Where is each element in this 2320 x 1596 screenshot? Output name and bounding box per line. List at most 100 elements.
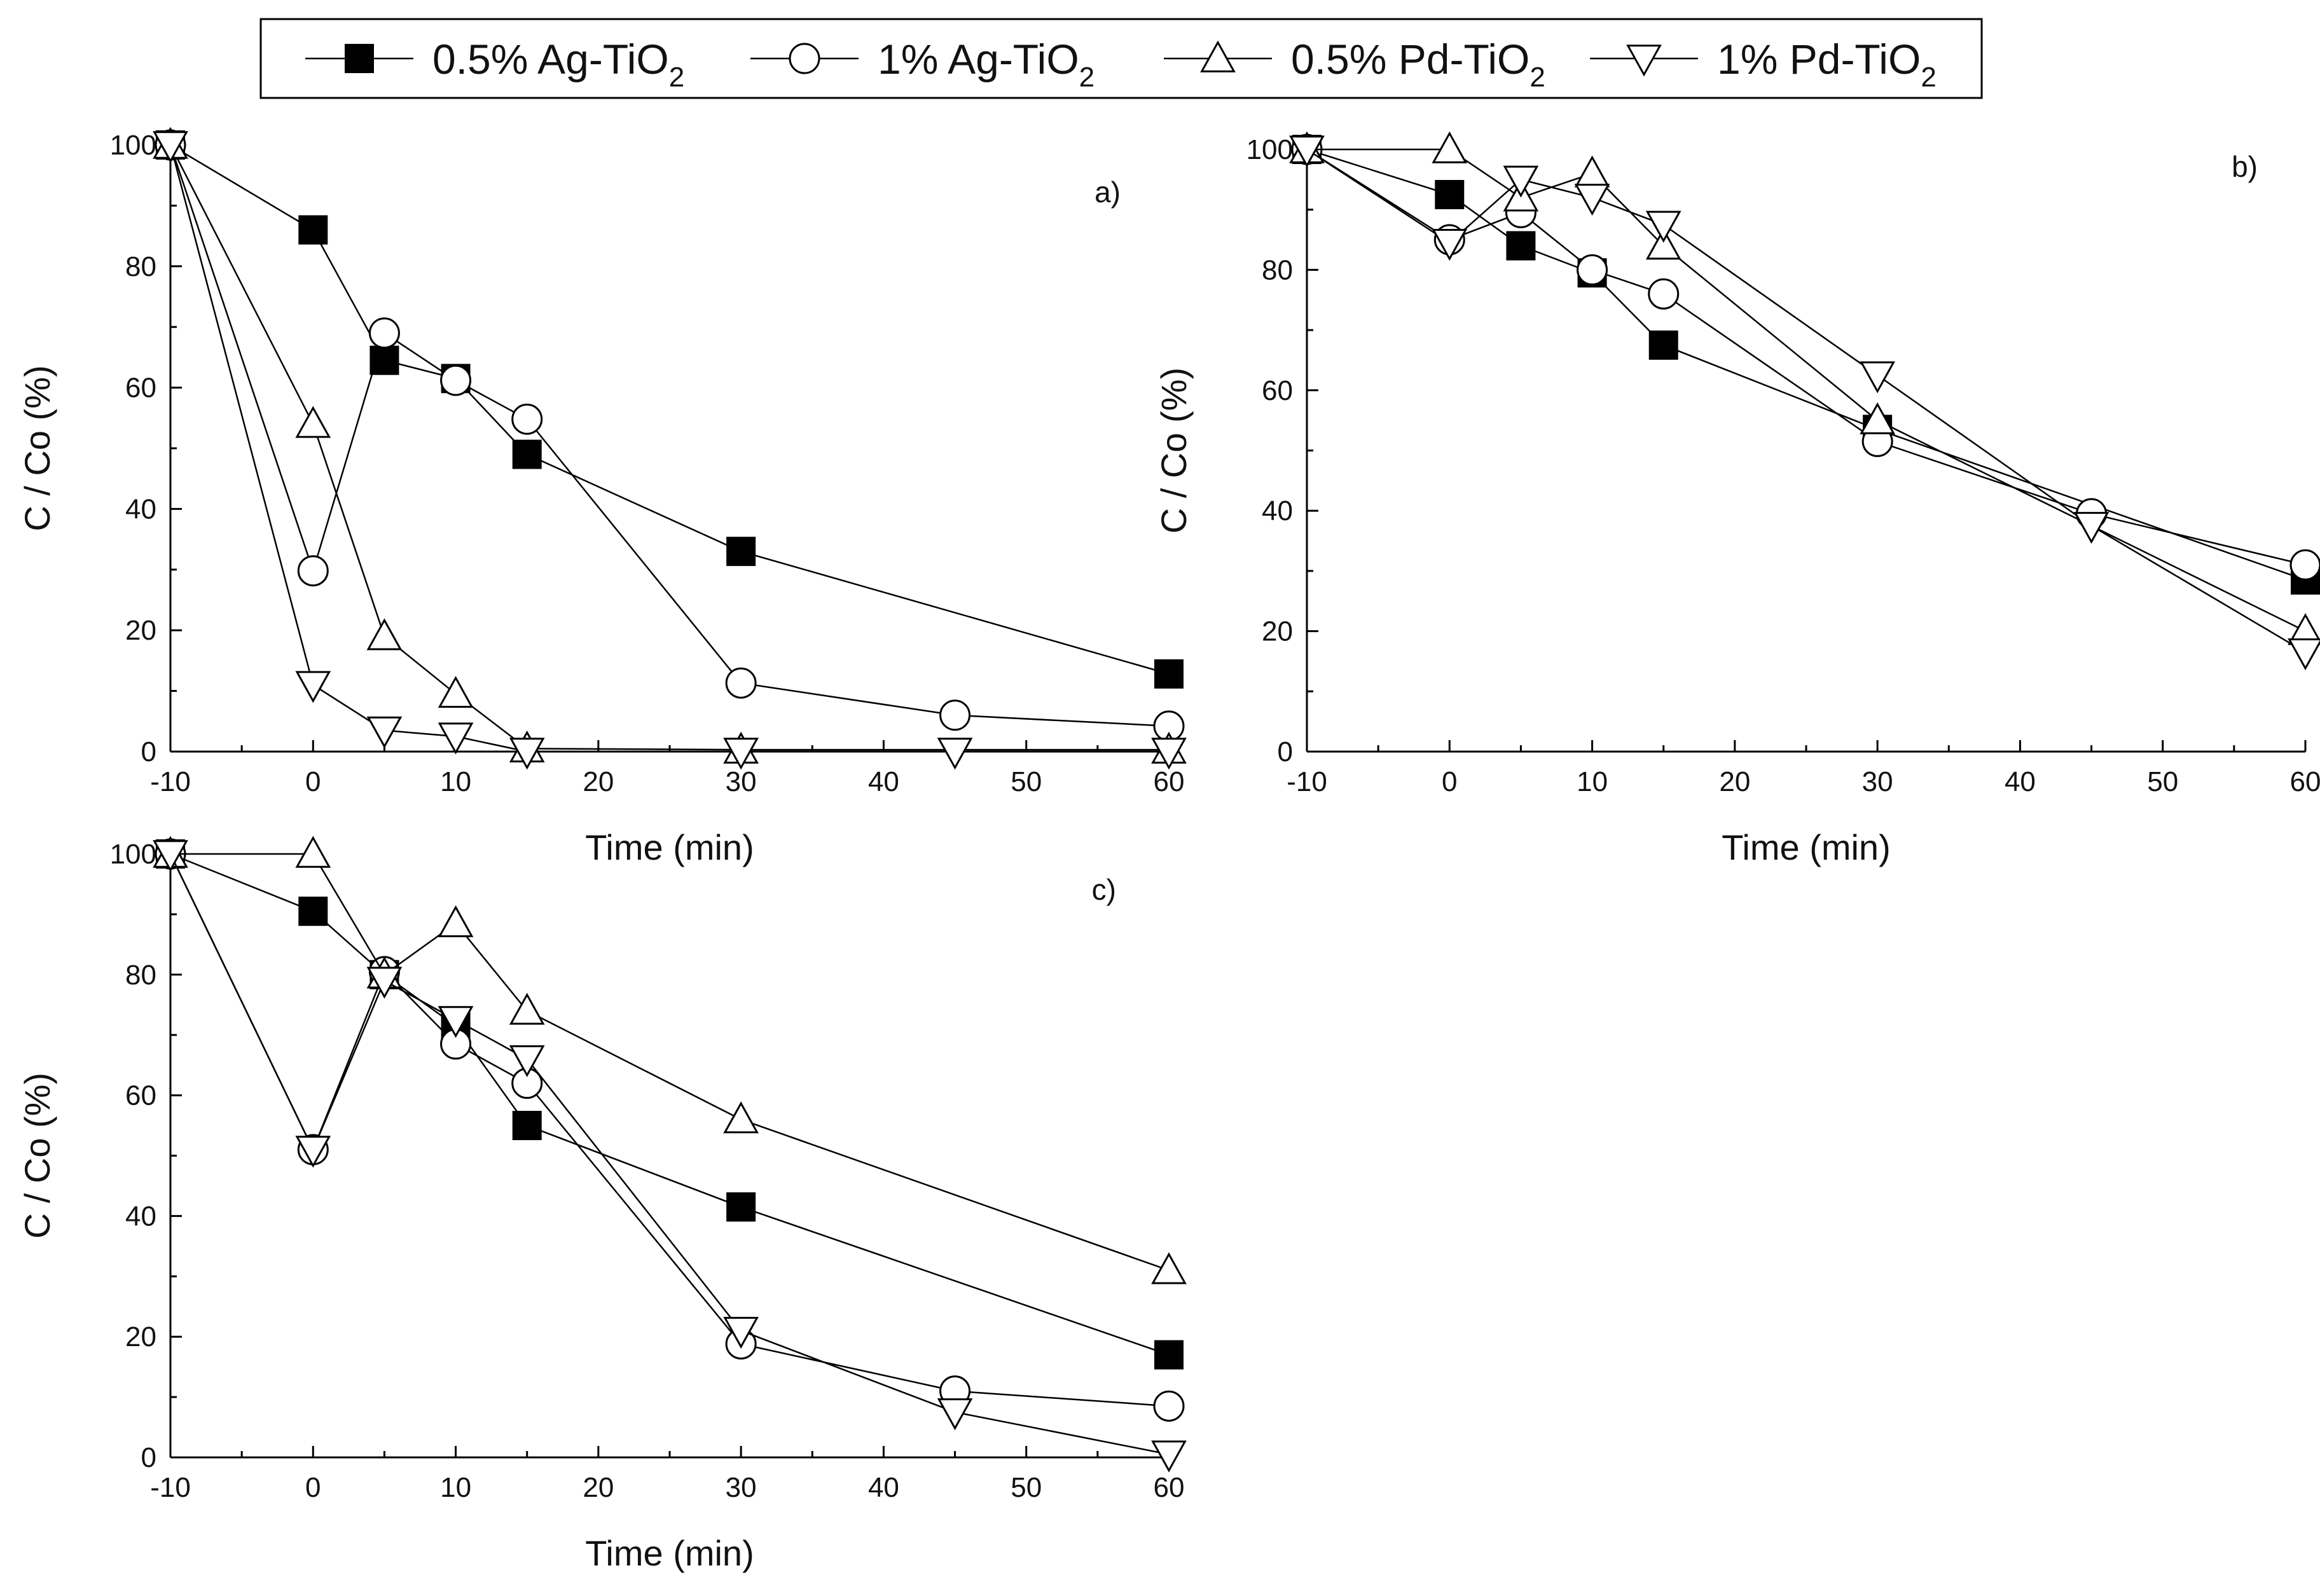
y-tick-label: 100: [110, 839, 156, 870]
y-tick-label: 40: [125, 493, 156, 525]
x-tick-label: 30: [726, 1472, 757, 1503]
x-tick-label: 40: [2005, 766, 2036, 797]
data-point-pd05: [1151, 1252, 1187, 1284]
data-point-pd1: [723, 1316, 759, 1349]
y-tick-label: 0: [141, 736, 156, 767]
series-line-pd1: [169, 144, 1169, 753]
data-point-pd1: [1860, 361, 1895, 394]
x-axis-title: Time (min): [585, 1533, 754, 1573]
series-line-ag05: [1306, 148, 2306, 581]
y-tick-label: 80: [125, 960, 156, 991]
y-axis-title: C / Co (%): [17, 365, 57, 531]
data-point-ag1: [297, 555, 329, 587]
x-tick-label: 20: [583, 766, 614, 797]
y-axis-title: C / Co (%): [17, 1073, 57, 1239]
data-point-ag05: [298, 897, 328, 926]
x-tick-label: 50: [2147, 766, 2178, 797]
data-point-pd1: [1289, 135, 1325, 168]
data-point-ag1: [725, 667, 757, 699]
data-point-ag1: [440, 364, 472, 396]
series-ag05: [156, 839, 1184, 1370]
data-point-pd1: [937, 738, 973, 770]
series-line-pd1: [169, 853, 1170, 1455]
panel-label: b): [2232, 150, 2258, 183]
y-tick-label: 100: [1246, 134, 1293, 165]
series-pd1: [153, 840, 1187, 1473]
legend-label-text: 1% Pd-TiO: [1717, 36, 1921, 83]
x-axis-title: Time (min): [1722, 827, 1890, 867]
y-tick-label: 40: [125, 1200, 156, 1232]
data-point-ag1: [939, 699, 971, 731]
legend-label: 1% Pd-TiO2: [1717, 36, 1937, 93]
data-point-pd05: [1574, 155, 1610, 188]
data-point-pd1: [153, 840, 188, 872]
data-point-ag05: [1506, 231, 1536, 261]
data-point-pd1: [1574, 184, 1610, 216]
data-point-ag1: [368, 317, 400, 349]
x-tick-label: 20: [583, 1472, 614, 1503]
series-ag05: [156, 130, 1184, 689]
x-tick-label: 10: [440, 766, 471, 797]
y-tick-label: 20: [125, 1321, 156, 1352]
data-point-ag05: [512, 439, 542, 469]
data-point-pd1: [1432, 229, 1468, 261]
x-tick-label: 0: [1442, 766, 1457, 797]
legend: 0.5% Ag-TiO2 1% Ag-TiO2 0.5% Pd-TiO2 1% Pd-…: [259, 18, 1983, 99]
data-point-ag1: [1648, 278, 1680, 310]
data-point-pd1: [1151, 1440, 1187, 1473]
data-point-pd05: [723, 1101, 759, 1134]
legend-label-subscript: 2: [669, 62, 684, 93]
legend-label-subscript: 2: [1079, 62, 1094, 93]
data-point-ag05: [726, 1192, 756, 1222]
panel-label: c): [1092, 873, 1116, 906]
data-point-ag1: [1577, 254, 1608, 285]
series-ag1: [155, 838, 1185, 1422]
data-point-ag1: [2289, 549, 2320, 581]
legend-label-subscript: 2: [1921, 62, 1936, 93]
x-tick-label: 40: [868, 1472, 899, 1503]
y-tick-label: 0: [1278, 736, 1293, 767]
series-line-ag05: [170, 853, 1170, 1356]
data-point-pd1: [1503, 165, 1539, 198]
x-tick-label: 10: [1577, 766, 1608, 797]
legend-label-text: 0.5% Ag-TiO: [432, 36, 669, 83]
data-point-pd05: [295, 836, 331, 868]
data-point-pd1: [295, 671, 331, 703]
y-axis-title: C / Co (%): [1154, 368, 1194, 533]
x-tick-label: 50: [1011, 766, 1042, 797]
data-point-pd1: [1151, 738, 1187, 770]
x-tick-label: 10: [440, 1472, 471, 1503]
x-tick-label: 0: [305, 766, 321, 797]
series-line-ag1: [169, 144, 1170, 727]
data-point-ag05: [369, 345, 399, 375]
data-point-pd05: [509, 993, 545, 1025]
data-point-ag05: [726, 537, 756, 567]
legend-marker-ag1: [789, 43, 820, 74]
x-tick-label: -10: [1287, 766, 1327, 797]
data-point-pd1: [295, 1136, 331, 1168]
data-point-pd1: [937, 1398, 973, 1431]
series-pd1: [153, 131, 1187, 770]
panel-label: a): [1094, 175, 1121, 209]
data-point-pd1: [509, 738, 545, 770]
legend-label-subscript: 2: [1529, 62, 1545, 93]
data-point-ag05: [1154, 1340, 1184, 1370]
y-tick-label: 80: [1262, 254, 1293, 285]
x-axis-title: Time (min): [585, 827, 754, 867]
legend-marker-pd05: [1200, 40, 1236, 72]
series-line-ag1: [1306, 148, 2306, 566]
data-point-pd1: [2288, 638, 2320, 671]
data-point-pd1: [366, 967, 403, 999]
legend-label: 1% Ag-TiO2: [878, 36, 1094, 93]
data-point-pd1: [1645, 210, 1681, 243]
data-point-ag05: [1435, 180, 1465, 210]
data-point-pd1: [438, 722, 474, 755]
x-tick-label: 60: [1154, 1472, 1185, 1503]
data-point-pd1: [438, 1006, 474, 1038]
legend-label-text: 1% Ag-TiO: [878, 36, 1079, 83]
data-point-ag05: [298, 215, 328, 245]
legend-marker-pd1: [1626, 45, 1662, 77]
